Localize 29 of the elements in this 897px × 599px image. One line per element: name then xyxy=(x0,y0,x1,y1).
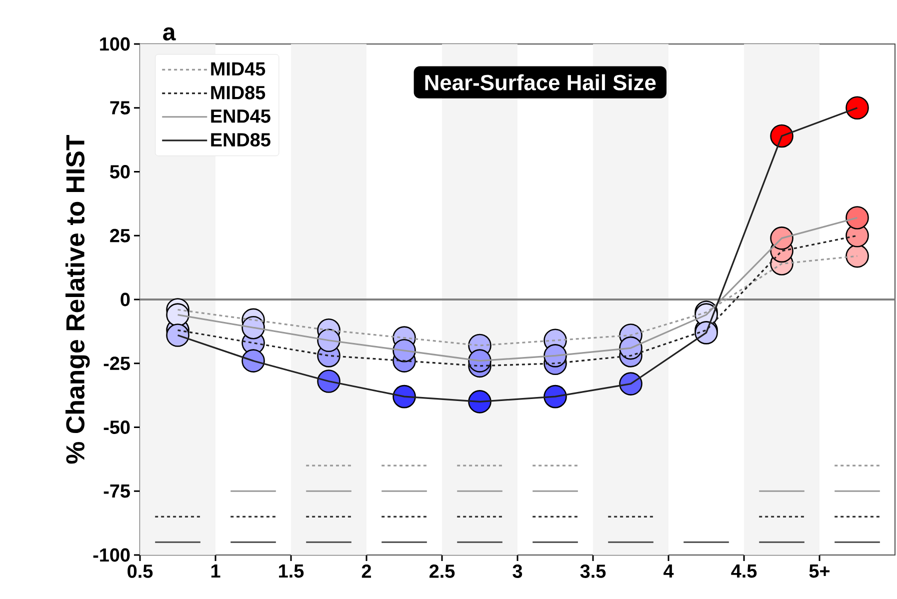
x-tick-label: 2.5 xyxy=(430,564,455,578)
text: Near-Surface Hail Size xyxy=(425,74,656,90)
x-tick-label: 1.5 xyxy=(279,564,304,578)
legend-label: MID45 xyxy=(211,62,266,76)
x-tick-label: 4 xyxy=(664,564,674,578)
legend-label: END45 xyxy=(211,110,270,123)
x-tick-label: 1 xyxy=(211,564,220,578)
y-tick-label: -25 xyxy=(104,356,130,370)
y-tick-label: 75 xyxy=(110,101,130,114)
x-tick-label: 5+ xyxy=(809,564,830,578)
point xyxy=(846,96,869,120)
y-axis-title: % Change Relative to HIST xyxy=(66,134,90,464)
x-tick-label: 2 xyxy=(362,564,372,578)
y-tick-label: -50 xyxy=(104,420,130,434)
y-tick-label: 50 xyxy=(110,165,130,178)
y-tick-label: 25 xyxy=(110,228,130,242)
point xyxy=(846,206,869,230)
x-tick-label: 3 xyxy=(512,564,522,578)
y-tick-label: 100 xyxy=(100,37,130,51)
x-tick-label: 3.5 xyxy=(580,564,606,578)
x-tick-label: 4.5 xyxy=(731,564,757,578)
legend-label: MID85 xyxy=(211,86,266,100)
y-tick-label: -75 xyxy=(104,484,130,498)
y-tick-label: 0 xyxy=(120,292,130,306)
point xyxy=(846,244,869,268)
text: a xyxy=(163,27,176,40)
x-tick-label: 0.5 xyxy=(128,564,153,578)
legend-label: END85 xyxy=(211,133,270,147)
y-tick-label: -100 xyxy=(93,548,130,562)
